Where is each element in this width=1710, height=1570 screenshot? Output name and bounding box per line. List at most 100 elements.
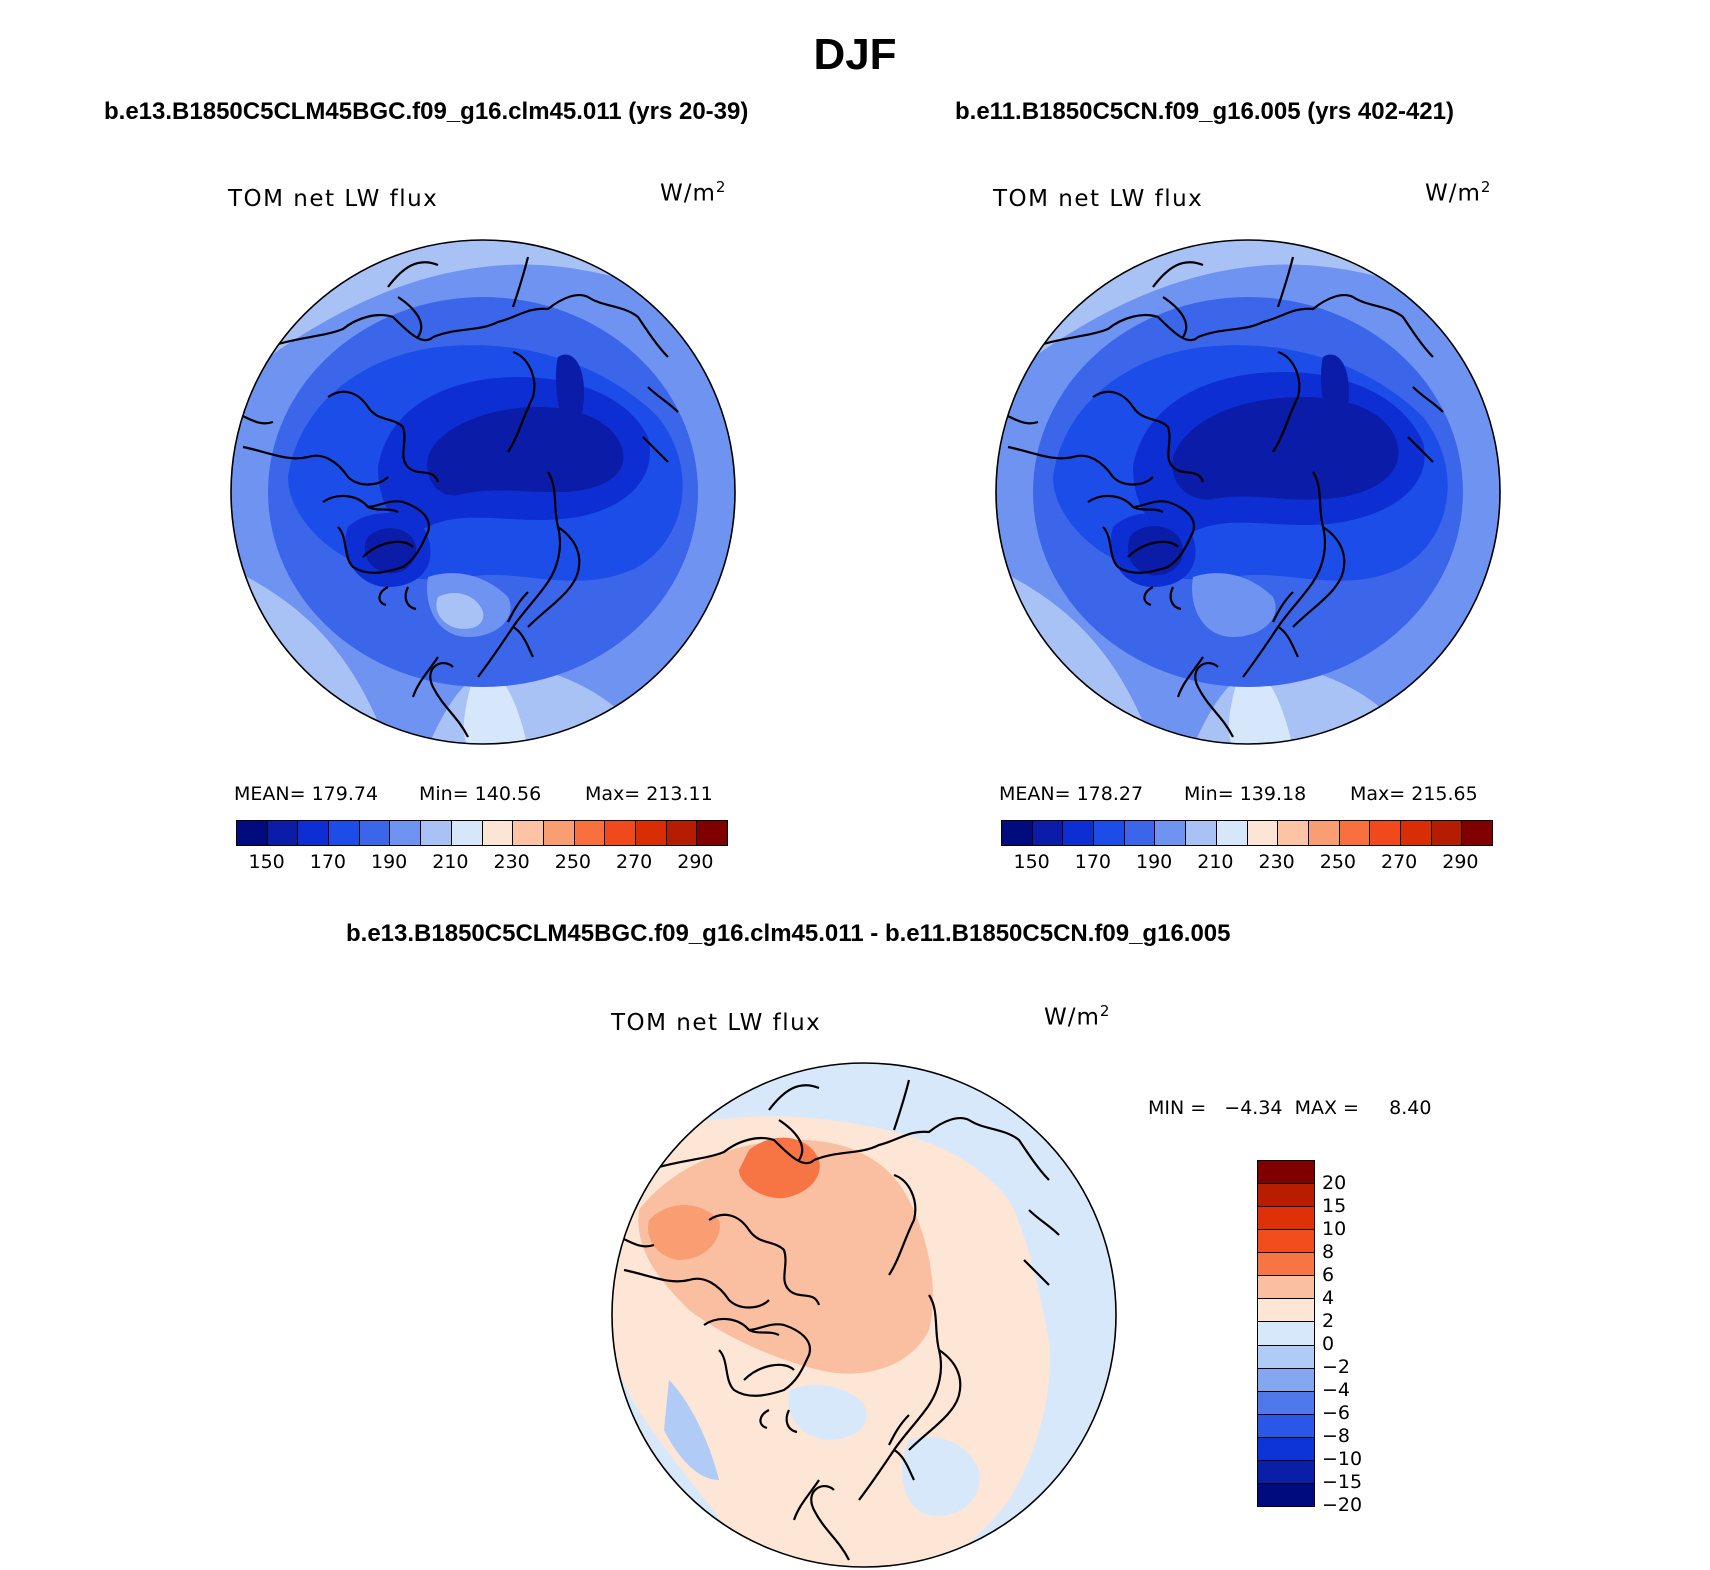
- panel-1-colorbar-swatch: [513, 821, 544, 845]
- panel-1-colorbar-swatch: [451, 821, 483, 845]
- diff-colorbar-swatch: [1258, 1207, 1314, 1231]
- panel-2-colorbar-swatch: [1339, 821, 1371, 845]
- diff-colorbar-tick-label: 4: [1322, 1287, 1335, 1309]
- diff-colorbar-tick-label: −10: [1322, 1447, 1363, 1470]
- panel-1-colorbar-tick-label: 210: [432, 851, 469, 873]
- diff-variable-label: TOM net LW flux: [611, 1010, 822, 1036]
- panel-2-colorbar-swatch: [1063, 821, 1095, 845]
- panel-2-min-stat: Min= 139.18: [1184, 783, 1307, 805]
- diff-colorbar-swatch: [1258, 1391, 1314, 1415]
- diff-colorbar-swatch: [1258, 1253, 1314, 1277]
- panel-1-max-stat: Max= 213.11: [585, 783, 713, 805]
- diff-colorbar-ticks: 20 15 10 8 6 4 2 0 −2 −4 −6 −8 −10 −15 −20: [1322, 1160, 1402, 1516]
- panel-1-colorbar-tick-label: 290: [677, 851, 714, 873]
- panel-2-colorbar-tick-label: 210: [1197, 851, 1234, 873]
- panel-1-colorbar-swatch: [697, 821, 727, 845]
- panel-1-colorbar-swatch: [329, 821, 360, 845]
- panel-2-colorbar-swatch: [1216, 821, 1248, 845]
- diff-colorbar-swatch: [1258, 1368, 1314, 1392]
- panel-1-colorbar-tick-label: 190: [370, 851, 408, 873]
- figure-title: DJF: [813, 30, 897, 79]
- diff-colorbar-tick-label: −20: [1322, 1494, 1363, 1516]
- panel-2-colorbar-tick-label: 150: [1013, 851, 1050, 873]
- diff-colorbar-tick-label: −2: [1322, 1356, 1351, 1378]
- panel-2-colorbar-ticks: 150 170 190 210 230 250 270 290: [1001, 851, 1491, 875]
- panel-2-colorbar-swatch: [1094, 821, 1125, 845]
- panel-2-units: W/m2: [1425, 178, 1492, 207]
- panel-1-variable-label: TOM net LW flux: [228, 186, 439, 212]
- diff-colorbar-tick-label: −15: [1322, 1471, 1363, 1493]
- panel-1-colorbar-swatch: [482, 821, 514, 845]
- panel-2-colorbar-tick-label: 230: [1258, 851, 1295, 873]
- diff-colorbar-swatch: [1258, 1460, 1314, 1484]
- panel-2-colorbar-tick-label: 250: [1319, 851, 1356, 873]
- diff-colorbar-swatch: [1258, 1345, 1314, 1369]
- panel-2-polar-map: [995, 239, 1501, 745]
- panel-1-colorbar-swatch: [635, 821, 667, 845]
- diff-colorbar: [1257, 1160, 1315, 1507]
- diff-colorbar-tick-label: 0: [1322, 1332, 1335, 1355]
- panel-1-polar-map: [230, 239, 736, 745]
- panel-1-colorbar-swatch: [605, 821, 636, 845]
- diff-colorbar-swatch: [1258, 1230, 1314, 1254]
- panel-2-case-title: b.e11.B1850C5CN.f09_g16.005 (yrs 402-421…: [955, 98, 1454, 125]
- diff-polar-map: [611, 1062, 1117, 1568]
- panel-1-colorbar-swatch: [359, 821, 391, 845]
- panel-1-colorbar-swatch: [298, 821, 330, 845]
- diff-colorbar-swatch: [1258, 1299, 1314, 1323]
- diff-colorbar-swatch: [1258, 1184, 1314, 1208]
- diff-colorbar-tick-label: 15: [1322, 1194, 1347, 1217]
- diff-colorbar-tick-label: 6: [1322, 1263, 1335, 1286]
- panel-2-variable-label: TOM net LW flux: [993, 186, 1204, 212]
- diff-colorbar-tick-label: 20: [1322, 1171, 1347, 1194]
- diff-colorbar-swatch: [1258, 1322, 1314, 1346]
- diff-min-max-stat: MIN = −4.34 MAX = 8.40: [1148, 1097, 1432, 1119]
- panel-1-units: W/m2: [660, 178, 727, 207]
- diff-colorbar-tick-label: 10: [1322, 1218, 1347, 1240]
- diff-units: W/m2: [1044, 1002, 1111, 1031]
- panel-1-colorbar-swatch: [574, 821, 606, 845]
- panel-1-colorbar-swatch: [421, 821, 452, 845]
- panel-1-colorbar-tick-label: 270: [615, 851, 653, 873]
- panel-2-colorbar-swatch: [1247, 821, 1279, 845]
- panel-2-colorbar-swatch: [1186, 821, 1217, 845]
- panel-2-colorbar-tick-label: 170: [1074, 851, 1111, 873]
- diff-colorbar-swatch: [1258, 1437, 1314, 1461]
- diff-colorbar-tick-label: −8: [1322, 1425, 1351, 1447]
- panel-2-colorbar-swatch: [1155, 821, 1187, 845]
- panel-1-colorbar-swatch: [543, 821, 575, 845]
- panel-1-case-title: b.e13.B1850C5CLM45BGC.f09_g16.clm45.011 …: [104, 98, 749, 125]
- panel-1-mean-stat: MEAN= 179.74: [234, 783, 379, 805]
- diff-colorbar-tick-label: 2: [1322, 1310, 1335, 1332]
- panel-1-colorbar-tick-label: 170: [309, 851, 346, 873]
- panel-2-colorbar-swatch: [1308, 821, 1340, 845]
- diff-colorbar-swatch: [1258, 1414, 1314, 1438]
- panel-2-colorbar-swatch: [1278, 821, 1309, 845]
- diff-colorbar-swatch: [1258, 1161, 1314, 1185]
- panel-1-colorbar-tick-label: 230: [493, 851, 530, 873]
- panel-1-colorbar-swatch: [390, 821, 422, 845]
- panel-2-colorbar-tick-label: 190: [1135, 851, 1173, 873]
- panel-1-colorbar-swatch: [666, 821, 698, 845]
- diff-colorbar-tick-label: 8: [1322, 1240, 1335, 1263]
- panel-2-colorbar-swatch: [1370, 821, 1401, 845]
- panel-2-colorbar-tick-label: 290: [1442, 851, 1479, 873]
- panel-1-colorbar: [236, 820, 728, 846]
- panel-2-colorbar-swatch: [1431, 821, 1463, 845]
- panel-2-colorbar: [1001, 820, 1493, 846]
- panel-1-min-stat: Min= 140.56: [419, 783, 542, 805]
- diff-case-title: b.e13.B1850C5CLM45BGC.f09_g16.clm45.011 …: [346, 920, 1231, 947]
- diff-colorbar-tick-label: −6: [1322, 1402, 1351, 1424]
- panel-2-colorbar-swatch: [1002, 821, 1033, 845]
- panel-2-colorbar-swatch: [1400, 821, 1432, 845]
- panel-1-colorbar-tick-label: 250: [554, 851, 591, 873]
- panel-1-colorbar-swatch: [237, 821, 268, 845]
- panel-2-colorbar-swatch: [1032, 821, 1064, 845]
- panel-1-colorbar-tick-label: 150: [248, 851, 285, 873]
- diff-colorbar-swatch: [1258, 1276, 1314, 1300]
- panel-2-max-stat: Max= 215.65: [1350, 783, 1478, 805]
- panel-2-colorbar-tick-label: 270: [1380, 851, 1418, 873]
- diff-colorbar-swatch: [1258, 1483, 1314, 1506]
- panel-2-mean-stat: MEAN= 178.27: [999, 783, 1144, 805]
- panel-1-colorbar-ticks: 150 170 190 210 230 250 270 290: [236, 851, 726, 875]
